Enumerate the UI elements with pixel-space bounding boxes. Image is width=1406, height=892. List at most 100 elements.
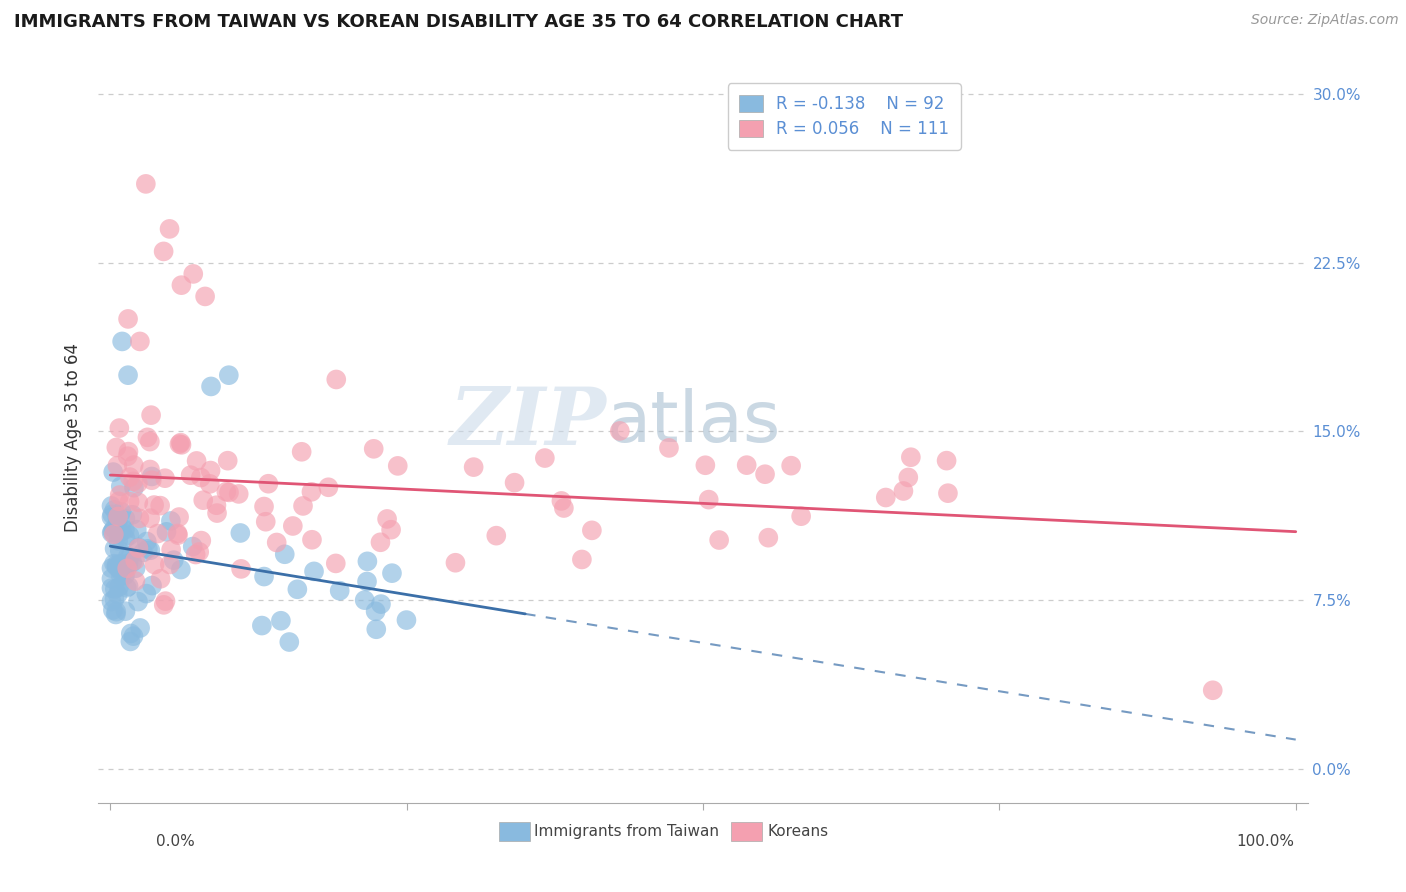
Point: [790, 509, 813, 524]
Point: [534, 451, 557, 466]
Point: [117, 557, 139, 571]
Point: [274, 547, 297, 561]
Point: [485, 529, 508, 543]
Point: [205, 498, 228, 512]
Point: [105, 441, 128, 455]
Point: [108, 562, 131, 576]
Point: [128, 511, 150, 525]
Point: [101, 603, 124, 617]
Point: [875, 491, 897, 505]
Point: [127, 594, 149, 608]
Point: [115, 581, 138, 595]
Point: [936, 486, 959, 500]
Point: [149, 499, 172, 513]
Point: [170, 563, 193, 577]
Point: [107, 494, 129, 508]
Point: [302, 565, 325, 579]
Point: [285, 582, 308, 597]
Point: [111, 334, 134, 349]
Point: [229, 562, 252, 576]
Point: [110, 569, 132, 583]
Point: [200, 379, 222, 393]
Point: [291, 444, 314, 458]
Point: [754, 467, 776, 482]
Point: [375, 512, 398, 526]
Point: [117, 579, 139, 593]
Point: [103, 592, 125, 607]
Point: [897, 470, 920, 484]
Point: [170, 438, 193, 452]
Point: [609, 424, 631, 438]
Point: [122, 475, 145, 489]
Point: [356, 554, 378, 568]
Point: [900, 450, 922, 465]
Point: [292, 499, 315, 513]
Point: [104, 607, 127, 622]
Point: [121, 508, 143, 522]
Point: [139, 434, 162, 449]
Point: [893, 483, 915, 498]
Point: [128, 541, 150, 555]
Point: [381, 566, 404, 581]
Text: atlas: atlas: [606, 388, 780, 457]
Point: [181, 540, 204, 554]
Point: [581, 524, 603, 538]
Point: [184, 548, 207, 562]
Point: [110, 505, 132, 519]
Point: [143, 498, 166, 512]
Point: [139, 543, 162, 558]
Point: [152, 244, 174, 259]
Point: [167, 510, 190, 524]
Point: [707, 533, 730, 547]
Point: [139, 408, 162, 422]
Point: [107, 509, 129, 524]
Point: [387, 458, 409, 473]
Point: [124, 574, 146, 588]
Point: [139, 511, 162, 525]
Point: [253, 569, 276, 583]
Point: [117, 444, 139, 458]
Point: [380, 523, 402, 537]
Point: [120, 626, 142, 640]
Point: [370, 597, 392, 611]
Point: [108, 580, 131, 594]
Point: [188, 545, 211, 559]
Point: [118, 528, 141, 542]
Point: [136, 430, 159, 444]
Point: [105, 605, 128, 619]
Point: [100, 510, 122, 524]
Point: [139, 462, 162, 476]
Point: [122, 629, 145, 643]
Point: [250, 618, 273, 632]
Point: [169, 437, 191, 451]
Point: [143, 558, 166, 572]
Point: [108, 488, 131, 502]
Point: [118, 494, 141, 508]
Point: [190, 470, 212, 484]
Point: [135, 586, 157, 600]
Point: [166, 526, 188, 541]
Text: 0.0%: 0.0%: [156, 834, 195, 849]
Point: [141, 578, 163, 592]
Point: [136, 541, 159, 556]
Point: [149, 572, 172, 586]
Point: [105, 510, 128, 524]
Point: [105, 558, 128, 572]
Point: [120, 634, 142, 648]
Point: [110, 565, 132, 579]
Point: [135, 177, 157, 191]
Point: [159, 558, 181, 572]
Point: [218, 368, 240, 383]
Point: [463, 460, 485, 475]
Point: [125, 523, 148, 537]
Point: [180, 468, 202, 483]
Point: [108, 421, 131, 435]
Point: [103, 541, 125, 556]
Point: [159, 222, 181, 236]
Point: [135, 534, 157, 549]
Point: [270, 614, 292, 628]
Point: [127, 495, 149, 509]
Point: [124, 553, 146, 567]
Point: [160, 542, 183, 557]
Point: [107, 525, 129, 540]
